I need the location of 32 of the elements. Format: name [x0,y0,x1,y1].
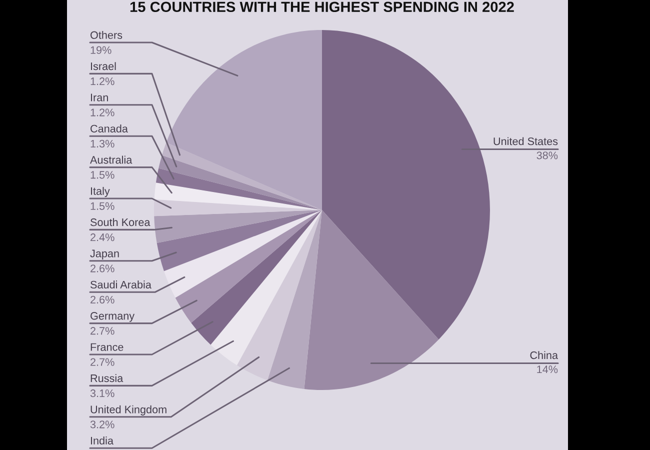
data-label: 14% [537,366,558,374]
data-label: 2.7% [90,358,114,366]
slice-label: Italy [91,186,110,198]
data-label: 1.2% [90,77,114,86]
slice-label: Others [90,30,122,39]
data-label: 2.4% [90,233,114,242]
slice-label: China [530,351,558,360]
data-label: 19% [90,46,112,54]
slice-label: Iran [91,94,108,102]
data-label: 3.2% [90,420,114,428]
slice-label: Canada [90,124,128,133]
data-label: 2.6% [90,296,114,304]
slice-label: Australia [90,156,132,164]
slice-label: United Kingdom [90,405,166,416]
data-label: 38% [536,152,558,160]
slice-label: South Korea [90,218,150,226]
data-label: 1.5% [90,171,114,179]
slice-label: France [90,343,124,351]
data-label: 3.1% [90,389,114,398]
data-label: 1.5% [90,202,114,210]
slice-label: India [91,436,114,445]
slice-label: Japan [90,250,119,260]
slice-label: Saudi Arabia [90,280,152,289]
data-label: 1.3% [90,140,114,148]
slice-label: Germany [90,312,135,322]
data-label: 2.6% [90,264,114,272]
slice-label: United States [494,137,558,146]
slice-label: Israel [91,62,116,70]
slice-label: Russia [90,374,124,382]
data-label: 1.2% [90,108,114,116]
chart-title: 15 COUNTRIES WITH THE HIGHEST SPENDING IN 2022 [130,2,514,12]
data-label: 2.7% [90,327,114,335]
